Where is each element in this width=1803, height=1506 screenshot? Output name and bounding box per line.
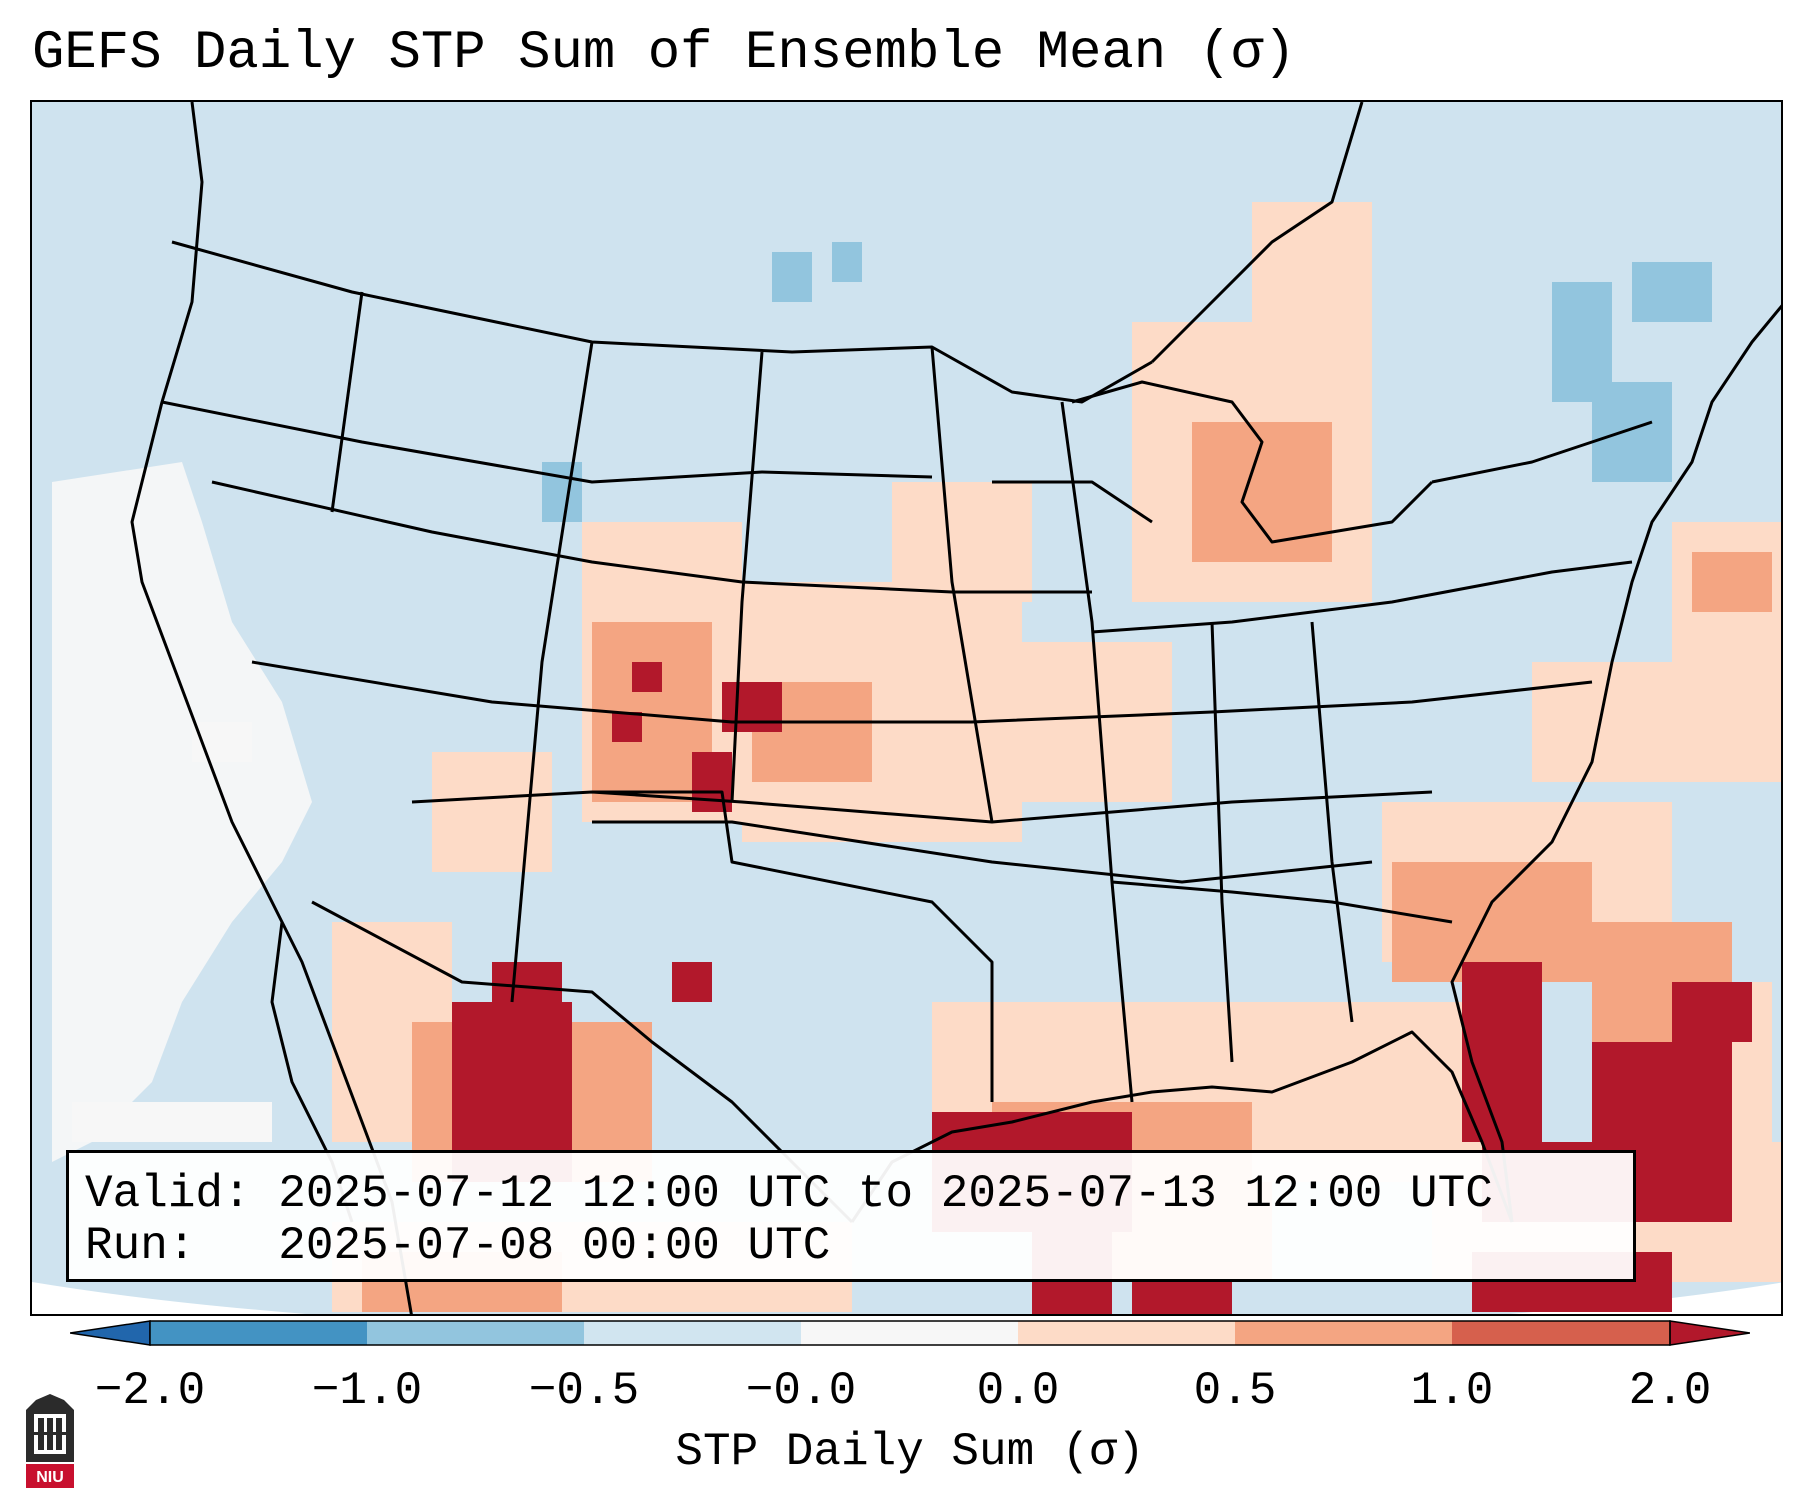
colorbar-tick-label: 0.5 [1193, 1365, 1277, 1417]
colorbar-tick-label: 1.0 [1410, 1365, 1494, 1417]
colorbar-under-arrow [70, 1320, 151, 1346]
colorbar-label: STP Daily Sum (σ) [675, 1426, 1145, 1478]
state-line-ns-5 [1060, 401, 1134, 1103]
state-line-ns-1 [330, 291, 364, 513]
canada-border [171, 240, 1153, 404]
colorbar-segment-1 [150, 1321, 367, 1345]
atlantic-coastline [1450, 304, 1781, 1223]
great-lakes-shore [1071, 380, 1434, 544]
valid-time-text: Valid: 2025-07-12 12:00 UTC to 2025-07-1… [85, 1168, 1493, 1220]
colorbar-segment-5 [1018, 1321, 1235, 1345]
state-line-ns-6 [1210, 621, 1234, 1063]
state-line-ew-5 [592, 820, 1373, 884]
gulf-coastline [850, 1030, 1514, 1223]
colorbar-tick-label: −1.0 [311, 1365, 423, 1417]
colorbar-tick-label: 0.0 [976, 1365, 1060, 1417]
state-line-ew-8 [992, 480, 1153, 524]
colorbar-over-arrow [1669, 1320, 1750, 1346]
stp-negative-cells [542, 242, 1712, 522]
colorbar-segment-7 [1452, 1321, 1670, 1345]
state-line-ew-1 [161, 400, 933, 484]
colorbar-tick-label: 2.0 [1628, 1365, 1712, 1417]
colorbar-segment-6 [1235, 1321, 1452, 1345]
northeast-line [1431, 420, 1653, 484]
colorbar-segment-4 [801, 1321, 1018, 1345]
state-line-ew-3 [251, 660, 1593, 724]
state-line-ns-2 [510, 341, 594, 1003]
colorbar-tick-label: −2.0 [94, 1365, 206, 1417]
colorbar-segment-2 [367, 1321, 584, 1345]
colorbar-outline [149, 1320, 1671, 1346]
map-panel [30, 100, 1783, 1316]
run-time-text: Run: 2025-07-08 00:00 UTC [85, 1220, 831, 1272]
state-line-ew-6 [1091, 560, 1633, 634]
texas-outline [592, 790, 994, 1102]
colorbar-tick-label: −0.5 [528, 1365, 640, 1417]
colorbar [70, 1320, 1750, 1346]
state-line-ns-7 [1310, 621, 1354, 1023]
hudson-coast [1150, 102, 1364, 364]
logo-text: NIU [36, 1469, 64, 1486]
colorbar-segment-3 [584, 1321, 801, 1345]
boundary-lines [130, 102, 1781, 1314]
state-line-ew-4 [411, 790, 1433, 824]
niu-logo: NIU [26, 1394, 74, 1488]
state-line-ew-7 [1111, 880, 1453, 924]
state-line-ns-3 [730, 351, 764, 803]
map-title: GEFS Daily STP Sum of Ensemble Mean (σ) [32, 23, 1296, 84]
pacific-neutral-field [52, 462, 312, 1162]
colorbar-tick-label: −0.0 [745, 1365, 857, 1417]
state-line-ew-2 [211, 480, 1092, 594]
state-line-ns-4 [930, 346, 994, 823]
pacific-coastline [130, 102, 413, 1314]
valid-time-info-box: Valid: 2025-07-12 12:00 UTC to 2025-07-1… [66, 1150, 1636, 1282]
